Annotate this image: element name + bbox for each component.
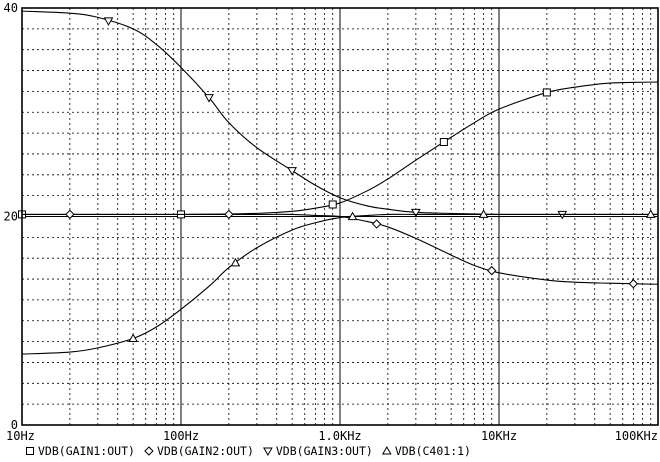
series-marker: [128, 333, 138, 342]
series-2: [21, 209, 659, 289]
series-marker: [645, 209, 656, 218]
legend-label-1: VDB(GAIN1:OUT): [38, 444, 135, 458]
legend-marker-3: [263, 447, 273, 457]
legend-label-4: VDB(C401:1): [395, 444, 471, 458]
x-tick-label: 100Hz: [163, 429, 199, 443]
legend-marker-1: [26, 447, 34, 455]
series-marker: [628, 279, 639, 289]
series-line: [21, 213, 659, 285]
series-marker: [487, 265, 497, 276]
series-marker: [224, 209, 234, 220]
series-marker: [371, 219, 382, 229]
y-tick-label: 40: [4, 1, 18, 15]
x-tick-label: 1.0KHz: [318, 429, 361, 443]
series-marker: [204, 94, 214, 103]
series-marker: [347, 211, 358, 221]
legend-label-3: VDB(GAIN3:OUT): [276, 444, 373, 458]
y-tick-label: 0: [11, 418, 18, 432]
series-marker: [328, 200, 337, 209]
x-tick-label: 10KHz: [481, 429, 517, 443]
series-3: [21, 10, 658, 220]
legend-marker-4: [381, 445, 392, 455]
series-4: [21, 209, 658, 355]
series-marker: [65, 209, 75, 220]
series-marker: [439, 138, 448, 147]
series-marker: [287, 167, 297, 176]
x-tick-labels: 10Hz 100Hz 1.0KHz 10KHz 100KHz: [6, 429, 658, 443]
x-tick-label: 100KHz: [615, 429, 658, 443]
series-layer: [18, 10, 659, 355]
legend-marker-2: [144, 446, 154, 456]
plot-frame: [21, 7, 659, 426]
series-marker: [478, 209, 489, 218]
series-marker: [542, 88, 551, 97]
y-tick-label: 20: [4, 210, 18, 224]
legend: VDB(GAIN1:OUT) VDB(GAIN2:OUT) VDB(GAIN3:OU…: [26, 444, 471, 458]
series-marker: [103, 17, 114, 26]
legend-label-2: VDB(GAIN2:OUT): [157, 444, 254, 458]
series-marker: [230, 257, 241, 267]
series-marker: [411, 208, 421, 218]
y-tick-labels: 0 20 40: [4, 1, 18, 432]
x-tick-label: 10Hz: [6, 429, 35, 443]
